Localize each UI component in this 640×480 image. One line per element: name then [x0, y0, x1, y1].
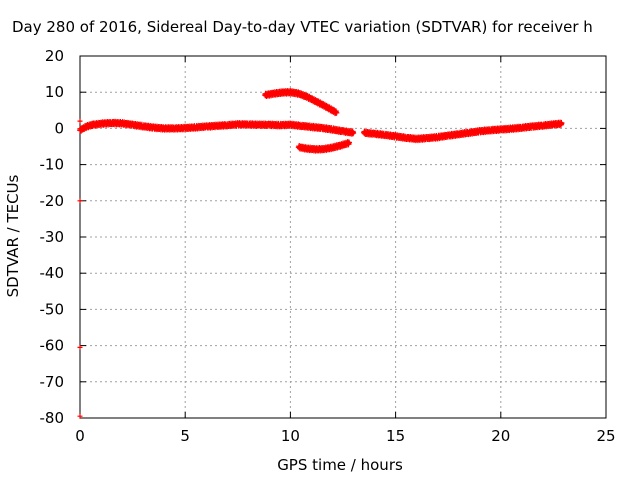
- x-tick-label: 25: [596, 427, 615, 445]
- x-tick-label: 10: [281, 427, 300, 445]
- plot-frame: [79, 55, 607, 419]
- series-2: [262, 88, 340, 117]
- axis-ticks: 0 5 10 15 20 25 20 10 0 -10 -20 -30 -40 -50 -60 -70 -80: [40, 47, 616, 445]
- y-axis-label: SDTVAR / TECUs: [4, 174, 22, 297]
- data-point: [346, 140, 352, 146]
- y-tick-label: -80: [40, 409, 65, 427]
- series-1: [361, 119, 565, 144]
- data-point: [77, 118, 83, 124]
- y-tick-label: -60: [40, 337, 65, 355]
- y-tick-label: -30: [40, 228, 65, 246]
- x-tick-label: 5: [180, 427, 190, 445]
- y-tick-label: -40: [40, 264, 65, 282]
- y-tick-label: -10: [40, 156, 65, 174]
- x-axis-label: GPS time / hours: [277, 456, 403, 474]
- chart-title: Day 280 of 2016, Sidereal Day-to-day VTE…: [12, 18, 593, 36]
- y-tick-label: -50: [40, 300, 65, 318]
- data-point: [77, 198, 83, 204]
- data-point: [77, 413, 83, 419]
- x-tick-label: 15: [386, 427, 405, 445]
- data-points: [77, 88, 565, 419]
- series-4: [77, 118, 83, 419]
- data-point: [559, 121, 565, 127]
- series-0: [77, 118, 357, 137]
- y-tick-label: 10: [45, 83, 64, 101]
- y-tick-label: 20: [45, 47, 64, 65]
- x-tick-label: 0: [75, 427, 85, 445]
- series-3: [295, 139, 352, 154]
- y-tick-label: -70: [40, 373, 65, 391]
- grid: [80, 56, 606, 418]
- x-tick-label: 20: [491, 427, 510, 445]
- data-point: [334, 110, 340, 116]
- y-tick-label: -20: [40, 192, 65, 210]
- data-point: [351, 130, 357, 136]
- data-point: [77, 344, 83, 350]
- y-tick-label: 0: [54, 119, 64, 137]
